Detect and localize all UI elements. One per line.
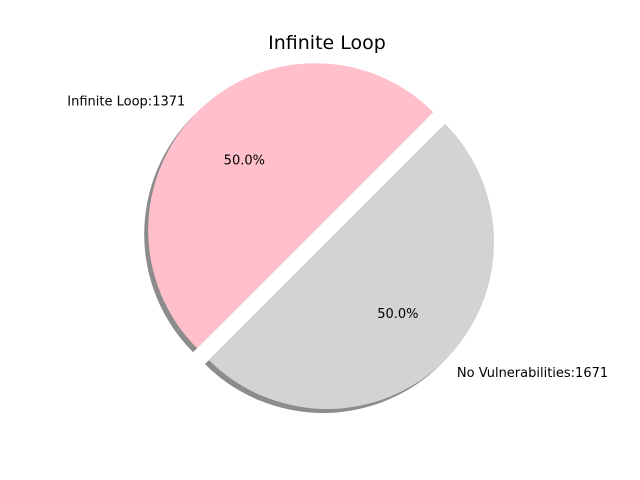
slice-percent-label: 50.0%: [224, 153, 265, 168]
slice-percent-label: 50.0%: [377, 307, 418, 322]
chart-title: Infinite Loop: [268, 32, 386, 54]
pie-slice: [148, 63, 434, 349]
slice-category-label: Infinite Loop:1371: [67, 94, 185, 109]
slice-category-label: No Vulnerabilities:1671: [457, 366, 608, 381]
pie-slice: [208, 123, 495, 409]
